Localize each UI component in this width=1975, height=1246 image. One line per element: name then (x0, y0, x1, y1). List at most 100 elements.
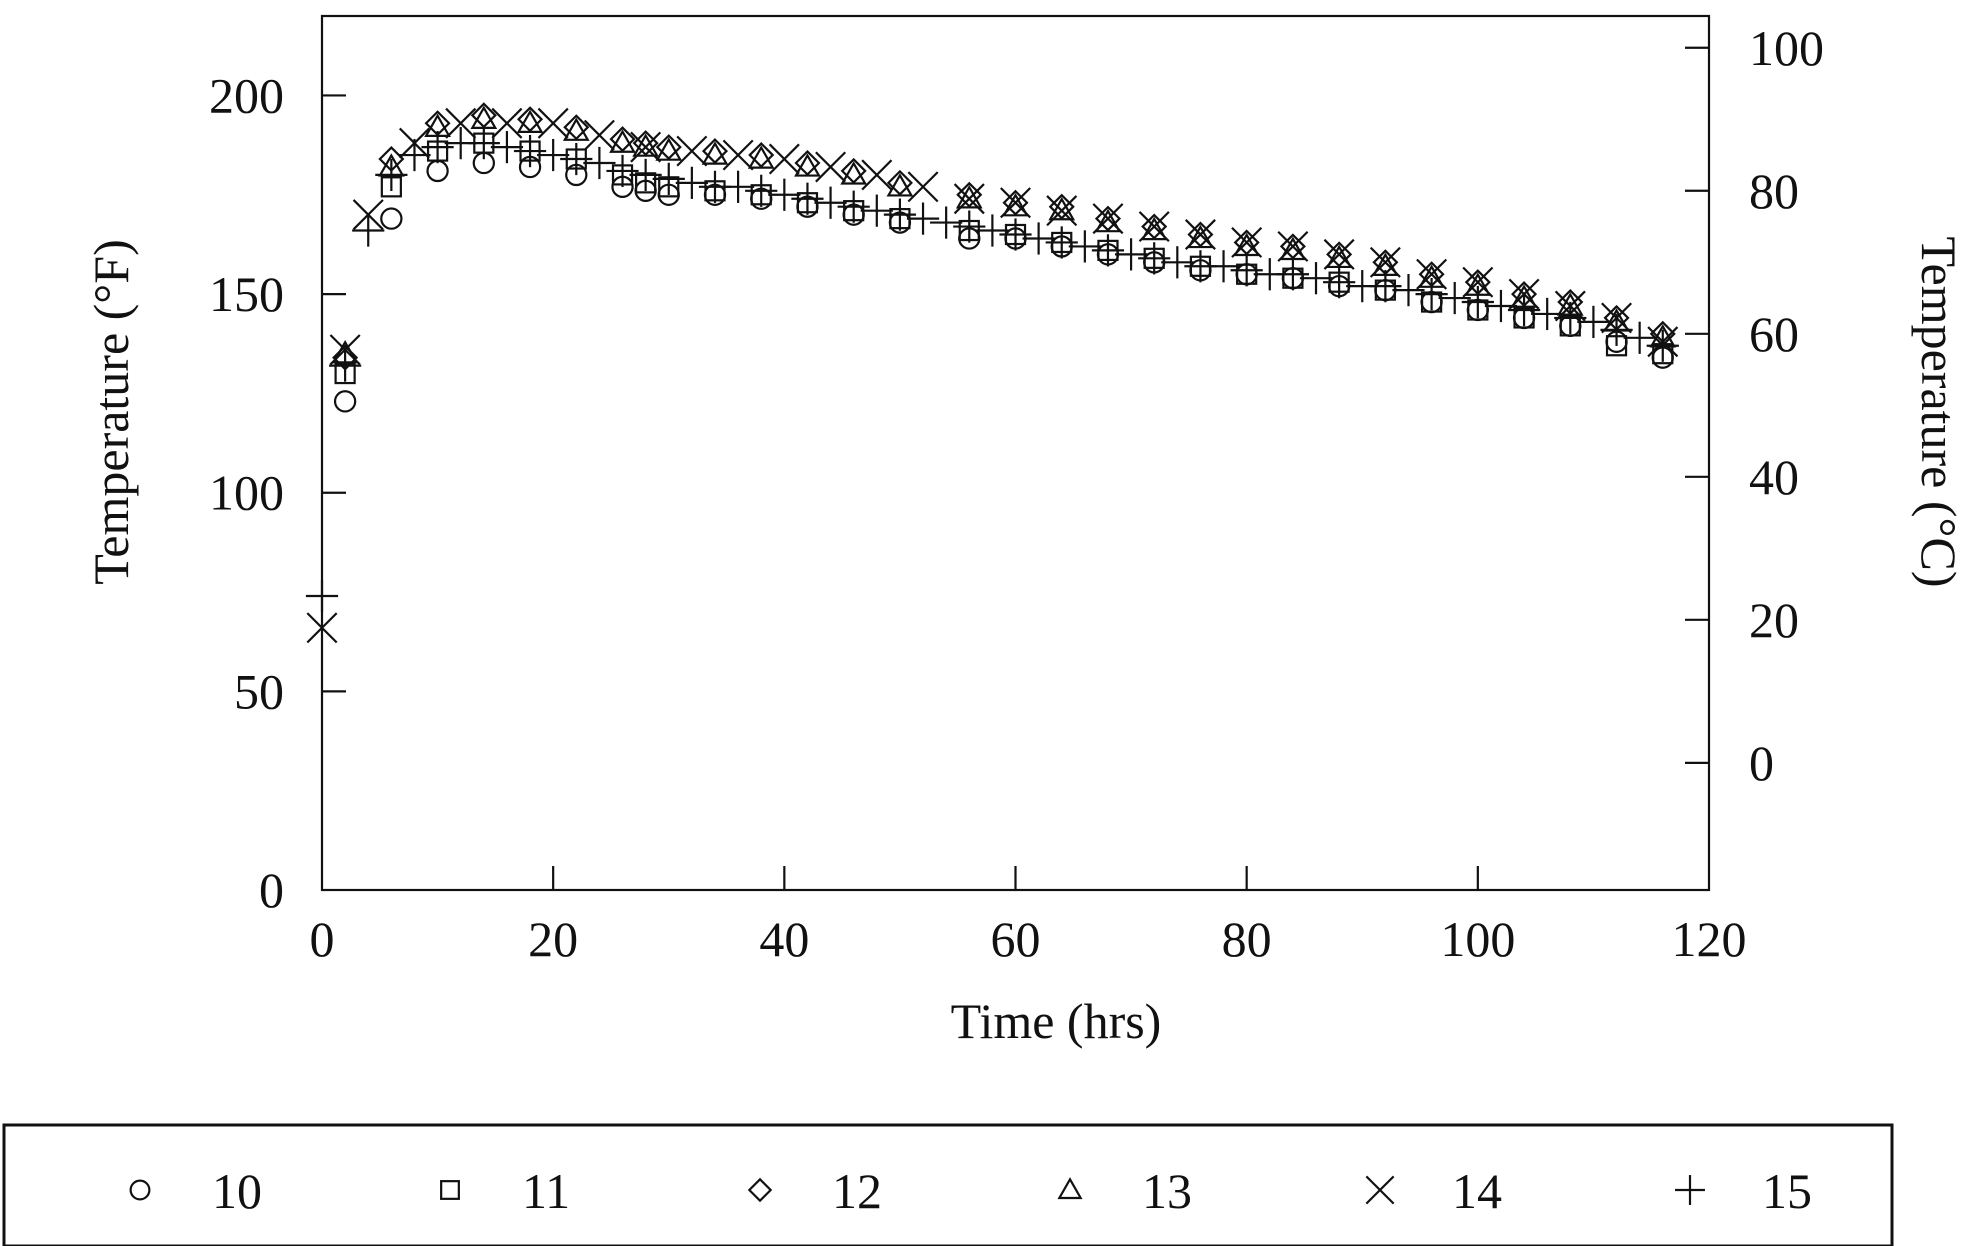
point-series-13 (1094, 208, 1122, 233)
point-series-12 (517, 106, 544, 133)
series-15 (305, 127, 1679, 613)
legend: 10 11 12 13 14 15 (2, 1123, 1894, 1246)
point-series-15 (421, 131, 454, 164)
legend-label-11: 11 (522, 1163, 570, 1219)
point-series-15 (537, 138, 570, 172)
point-series-15 (560, 142, 593, 176)
point-series-14 (815, 151, 847, 183)
point-series-14 (1369, 246, 1401, 278)
point-series-15 (883, 198, 917, 231)
point-series-13 (1140, 216, 1168, 241)
point-series-15 (1577, 305, 1610, 338)
point-series-12 (1187, 221, 1214, 248)
point-series-15 (352, 214, 385, 247)
point-series-14 (1416, 258, 1448, 290)
legend-box (2, 1123, 1894, 1246)
point-series-15 (1484, 289, 1518, 323)
point-series-15 (1415, 277, 1448, 311)
point-series-12 (1279, 233, 1306, 260)
y2-tick-label: 60 (1749, 306, 1799, 362)
point-series-13 (701, 141, 729, 165)
point-series-10 (380, 207, 403, 230)
legend-label-10: 10 (212, 1163, 262, 1219)
point-series-14 (676, 135, 708, 167)
legend-label-13: 13 (1142, 1163, 1192, 1219)
point-series-12 (1141, 213, 1168, 240)
point-series-12 (655, 134, 682, 161)
point-series-15 (1230, 254, 1263, 287)
point-series-15 (583, 146, 616, 180)
point-series-12 (1094, 205, 1122, 232)
y-axis-title-fahrenheit: Temperature (°F) (83, 239, 139, 585)
point-series-15 (329, 349, 362, 382)
y2-tick-label: 100 (1749, 20, 1824, 76)
point-series-15 (1114, 238, 1148, 271)
point-series-15 (814, 186, 847, 219)
point-series-14 (306, 612, 338, 644)
point-series-12 (563, 114, 590, 141)
legend-marker-13 (1057, 1177, 1083, 1200)
point-series-15 (398, 138, 431, 172)
legend-label-15: 15 (1762, 1163, 1812, 1219)
y-tick-label: 200 (209, 67, 284, 123)
point-series-14 (491, 107, 523, 139)
point-series-14 (1231, 226, 1263, 258)
point-series-12 (748, 142, 775, 169)
x-tick-label: 20 (528, 911, 578, 967)
y2-axis-title-celsius: Temperature (°C) (1911, 236, 1967, 587)
point-series-14 (1323, 238, 1355, 270)
point-series-15 (976, 214, 1009, 247)
point-series-15 (1138, 242, 1171, 275)
point-series-15 (1323, 266, 1356, 299)
point-series-15 (906, 202, 940, 235)
point-series-15 (652, 162, 685, 195)
point-series-13 (794, 153, 821, 177)
point-series-12 (886, 169, 913, 196)
point-series-14 (445, 107, 477, 139)
point-series-12 (840, 157, 867, 184)
point-series-12 (1002, 189, 1029, 216)
point-series-13 (655, 137, 683, 161)
point-series-12 (470, 102, 497, 129)
point-series-13 (632, 133, 660, 157)
legend-marker-11 (440, 1180, 460, 1200)
point-series-15 (375, 158, 408, 192)
marks-layer (305, 102, 1679, 644)
x-tick-label: 60 (991, 911, 1041, 967)
point-series-15 (1554, 301, 1587, 335)
point-series-14 (1277, 230, 1309, 262)
point-series-15 (1068, 230, 1101, 263)
point-series-13 (516, 109, 544, 133)
point-series-15 (1507, 293, 1541, 327)
point-series-13 (840, 161, 868, 185)
point-series-15 (1045, 226, 1078, 259)
point-series-13 (1002, 192, 1029, 217)
point-series-12 (794, 149, 821, 177)
legend-marker-15 (1675, 1175, 1705, 1205)
point-series-15 (1091, 234, 1125, 267)
point-series-12 (701, 138, 729, 165)
y-tick-label: 150 (209, 266, 284, 322)
point-series-15 (999, 218, 1032, 251)
y-tick-label: 0 (259, 862, 284, 918)
y2-tick-label: 20 (1749, 592, 1799, 648)
point-series-14 (722, 139, 754, 171)
point-series-15 (722, 170, 755, 203)
point-series-15 (1207, 250, 1240, 283)
point-series-13 (747, 145, 775, 169)
point-series-13 (886, 173, 914, 197)
point-series-15 (1276, 258, 1309, 291)
ticks-layer: 0 20 40 60 80 100 120 0 50 100 150 200 0 20 40 60 80 100 (209, 20, 1824, 967)
point-series-15 (305, 579, 339, 613)
legend-label-14: 14 (1452, 1163, 1502, 1219)
point-series-15 (768, 178, 801, 211)
point-series-15 (490, 131, 524, 164)
point-series-15 (1461, 285, 1494, 319)
point-series-12 (1326, 241, 1353, 268)
point-series-14 (1046, 195, 1078, 227)
point-series-15 (1646, 329, 1679, 362)
x-tick-label: 100 (1440, 911, 1515, 967)
point-series-15 (1022, 222, 1055, 255)
point-series-13 (955, 185, 983, 209)
